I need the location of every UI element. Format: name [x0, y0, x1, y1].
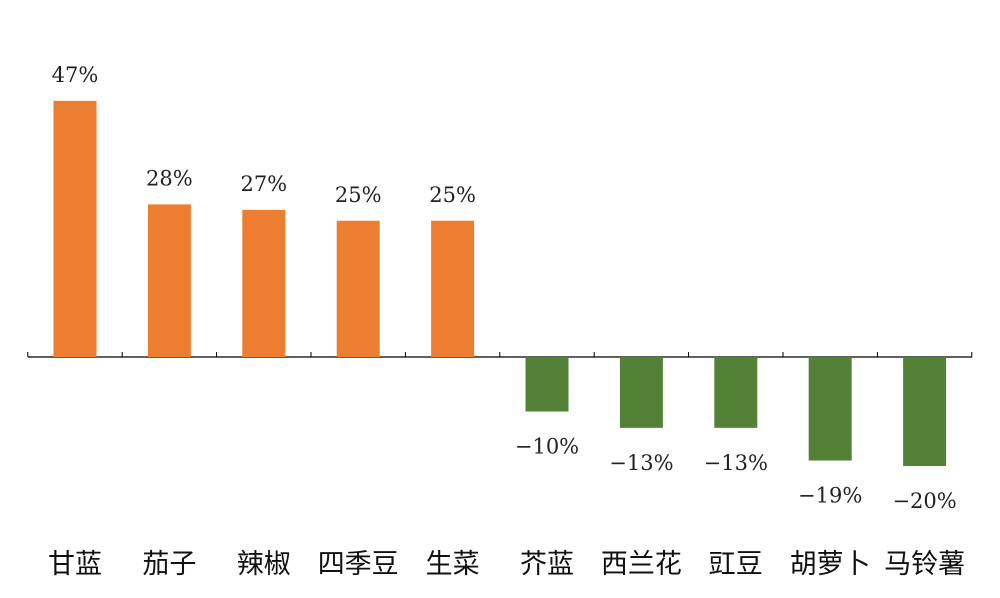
- bar-value-label: 47%: [52, 63, 99, 87]
- x-axis-ticks: [27, 352, 973, 357]
- category-label: 茄子: [142, 549, 196, 580]
- bars-group: [53, 100, 947, 466]
- bar: [53, 100, 97, 357]
- category-label: 芥蓝: [520, 549, 574, 580]
- bar: [714, 357, 758, 428]
- bar-value-label: 25%: [429, 183, 476, 207]
- bar: [147, 204, 191, 357]
- category-labels-group: 甘蓝 茄子 辣椒 四季豆 生菜 芥蓝 西兰花 豇豆 胡萝卜 马铃薯: [48, 549, 965, 580]
- bar: [808, 357, 852, 461]
- category-label: 马铃薯: [884, 549, 965, 580]
- category-label: 生菜: [426, 549, 480, 580]
- bar: [903, 357, 947, 466]
- category-label: 甘蓝: [48, 549, 102, 580]
- category-label: 辣椒: [237, 549, 291, 580]
- bar: [336, 220, 380, 357]
- bar: [525, 357, 569, 412]
- bar: [242, 209, 286, 357]
- category-label: 西兰花: [601, 549, 682, 580]
- bar-value-label: −13%: [704, 451, 768, 475]
- bar: [431, 220, 475, 357]
- bar: [619, 357, 663, 428]
- category-label: 胡萝卜: [790, 549, 871, 580]
- category-label: 四季豆: [318, 549, 399, 580]
- bar-value-label: −10%: [515, 435, 579, 459]
- bar-value-label: 27%: [240, 172, 287, 196]
- category-label: 豇豆: [709, 549, 763, 580]
- bar-value-label: −13%: [609, 451, 673, 475]
- value-labels-group: 47% 28% 27% 25% 25% −10% −13% −13% −19% −20%: [52, 63, 957, 513]
- bar-value-label: −20%: [892, 489, 956, 513]
- bar-value-label: 28%: [146, 166, 193, 190]
- bar-value-label: −19%: [798, 484, 862, 508]
- bar-value-label: 25%: [335, 183, 382, 207]
